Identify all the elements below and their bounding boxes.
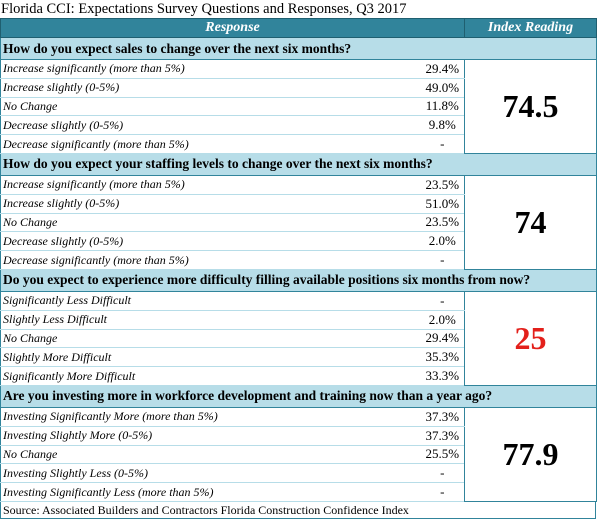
response-row: Investing Significantly More (more than … (0, 406, 598, 502)
response-share: 23.5% (340, 175, 465, 195)
response-label: Slightly More Difficult (0, 347, 341, 368)
response-label: Decrease slightly (0-5%) (0, 231, 341, 252)
response-share: 51.0% (340, 194, 465, 214)
source-note: Source: Associated Builders and Contract… (0, 501, 596, 519)
response-share: - (340, 134, 465, 154)
question: Are you investing more in workforce deve… (0, 384, 598, 408)
response-row: Decrease slightly (0-5%) 2.0% (0, 231, 597, 252)
response-label: No Change (0, 213, 341, 233)
response-share: 2.0% (340, 310, 465, 330)
header-index: Index Reading (464, 18, 598, 38)
response-row: No Change 29.4% (0, 329, 597, 349)
response-label: No Change (0, 97, 341, 117)
response-row: Increase slightly (0-5%) 51.0% (0, 194, 597, 214)
response-share: 37.3% (340, 407, 465, 427)
response-label: Decrease significantly (more than 5%) (0, 250, 341, 270)
response-share: - (340, 250, 465, 270)
response-share: 11.8% (340, 97, 465, 117)
index-reading: 74.5 (464, 59, 598, 154)
response-share: 33.3% (340, 366, 465, 386)
response-share: 35.3% (340, 347, 465, 368)
response-label: No Change (0, 329, 341, 349)
response-label: Investing Slightly More (0-5%) (0, 426, 341, 446)
response-label: Investing Significantly Less (more than … (0, 482, 341, 502)
response-label: Increase significantly (more than 5%) (0, 175, 341, 195)
response-row: Investing Slightly More (0-5%) 37.3% (0, 426, 597, 446)
response-row: Decrease significantly (more than 5%) - (0, 250, 597, 270)
response-row: Increase significantly (more than 5%) 29.… (0, 59, 598, 154)
response-label: Investing Slightly Less (0-5%) (0, 463, 341, 484)
question-row: Are you investing more in workforce deve… (0, 384, 598, 408)
response-row: No Change 25.5% (0, 445, 597, 465)
index-reading: 74 (464, 174, 598, 270)
response-share: 29.4% (340, 329, 465, 349)
header-row: Response Index Reading (0, 18, 598, 38)
response-label: Decrease significantly (more than 5%) (0, 134, 341, 154)
response-share: 9.8% (340, 115, 465, 136)
response-share: 37.3% (340, 426, 465, 446)
response-share: 29.4% (340, 59, 465, 79)
response-share: - (340, 291, 465, 311)
response-row: Slightly More Difficult 35.3% (0, 347, 597, 368)
response-share: - (340, 463, 465, 484)
survey-table-wrap: Florida CCI: Expectations Survey Questio… (0, 1, 598, 519)
response-row: No Change 11.8% (0, 97, 597, 117)
response-label: Increase slightly (0-5%) (0, 194, 341, 214)
response-label: Significantly More Difficult (0, 366, 341, 386)
response-label: Decrease slightly (0-5%) (0, 115, 341, 136)
response-share: - (340, 482, 465, 502)
response-share: 49.0% (340, 78, 465, 98)
response-label: No Change (0, 445, 341, 465)
index-reading: 77.9 (464, 406, 598, 502)
question: How do you expect your staffing levels t… (0, 152, 598, 176)
survey-table: Response Index Reading How do you expect… (0, 18, 598, 502)
response-share: 25.5% (340, 445, 465, 465)
question: Do you expect to experience more difficu… (0, 268, 598, 292)
response-row: Increase slightly (0-5%) 49.0% (0, 78, 597, 98)
header-response: Response (0, 18, 466, 38)
response-share: 2.0% (340, 231, 465, 252)
response-share: 23.5% (340, 213, 465, 233)
response-row: Significantly Less Difficult -25 (0, 290, 598, 386)
question-row: Do you expect to experience more difficu… (0, 268, 598, 292)
response-label: Increase significantly (more than 5%) (0, 59, 341, 79)
response-row: Slightly Less Difficult 2.0% (0, 310, 597, 330)
question-row: How do you expect your staffing levels t… (0, 152, 598, 176)
question-row: How do you expect sales to change over t… (0, 37, 598, 60)
response-row: Increase significantly (more than 5%) 23.… (0, 174, 598, 270)
index-reading: 25 (464, 290, 598, 386)
response-row: Decrease slightly (0-5%) 9.8% (0, 115, 597, 136)
response-row: Investing Significantly Less (more than … (0, 482, 597, 502)
table-title: Florida CCI: Expectations Survey Questio… (1, 1, 407, 17)
response-label: Increase slightly (0-5%) (0, 78, 341, 98)
response-row: Investing Slightly Less (0-5%) - (0, 463, 597, 484)
question: How do you expect sales to change over t… (0, 37, 598, 60)
response-row: No Change 23.5% (0, 213, 597, 233)
response-label: Significantly Less Difficult (0, 291, 341, 311)
response-label: Investing Significantly More (more than … (0, 407, 341, 427)
table-body: How do you expect sales to change over t… (0, 37, 598, 502)
response-label: Slightly Less Difficult (0, 310, 341, 330)
